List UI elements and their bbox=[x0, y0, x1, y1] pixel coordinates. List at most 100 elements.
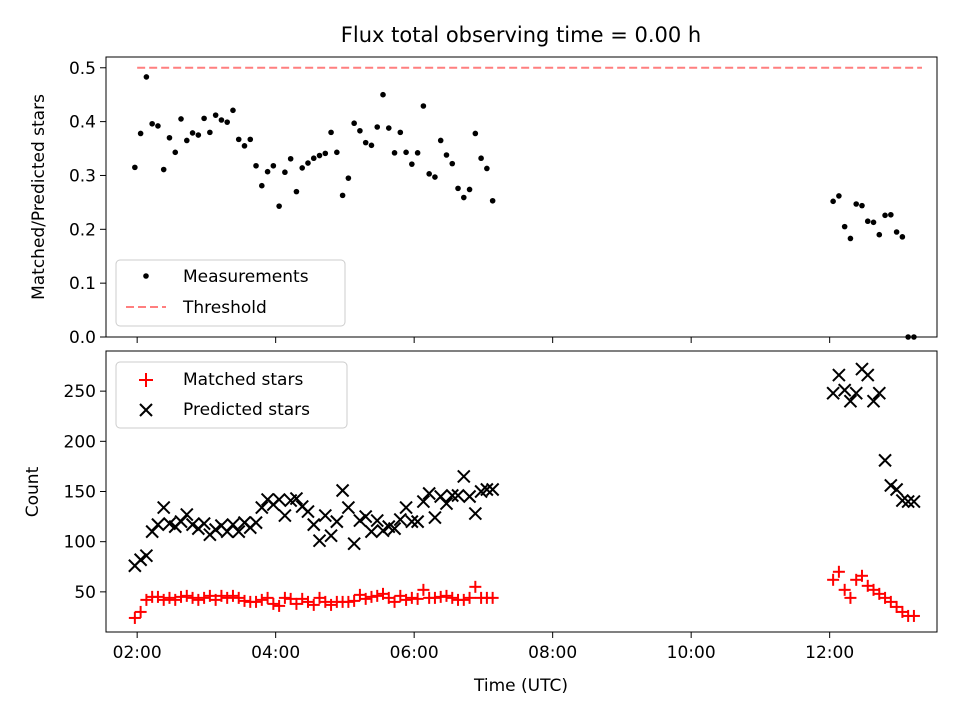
matched-stars-point bbox=[186, 591, 199, 604]
measurement-point bbox=[264, 168, 271, 175]
predicted-stars-point bbox=[861, 368, 875, 382]
predicted-stars-point bbox=[335, 483, 350, 498]
measurement-point bbox=[247, 136, 254, 143]
matched-stars-point bbox=[342, 595, 355, 608]
bottom-marks bbox=[128, 362, 921, 624]
predicted-stars-point bbox=[837, 383, 852, 397]
predicted-stars-point bbox=[843, 394, 858, 408]
measurement-point bbox=[841, 223, 848, 230]
measurement-point bbox=[235, 136, 242, 143]
measurement-point bbox=[391, 150, 398, 156]
predicted-stars-point bbox=[364, 524, 379, 539]
measurement-point bbox=[397, 129, 404, 136]
predicted-stars-point bbox=[347, 536, 361, 551]
measurement-point bbox=[137, 130, 144, 137]
legend-measurements-label: Measurements bbox=[183, 267, 309, 287]
matched-stars-point bbox=[128, 611, 141, 624]
top-legend: Measurements Threshold bbox=[115, 259, 346, 327]
measurement-point bbox=[178, 116, 184, 122]
predicted-stars-point bbox=[866, 394, 881, 408]
matched-stars-point bbox=[463, 591, 476, 604]
predicted-stars-point bbox=[405, 514, 419, 529]
matched-stars-point bbox=[827, 573, 840, 586]
measurement-point bbox=[437, 137, 444, 144]
matched-stars-point bbox=[255, 593, 268, 606]
predicted-stars-point bbox=[422, 486, 436, 501]
legend-matched-marker bbox=[139, 373, 153, 387]
measurement-point bbox=[299, 165, 306, 171]
measurement-point bbox=[870, 219, 877, 226]
bottom-xtick-label: 12:00 bbox=[805, 643, 854, 663]
legend-threshold-label: Threshold bbox=[182, 298, 267, 318]
bottom-yticks: 50 100 150 200 250 bbox=[64, 382, 106, 603]
predicted-stars-point bbox=[451, 488, 465, 503]
measurement-point bbox=[172, 149, 179, 156]
predicted-stars-point bbox=[353, 513, 367, 528]
matched-stars-point bbox=[198, 591, 211, 604]
predicted-stars-point bbox=[416, 494, 431, 509]
bottom-ytick-label: 50 bbox=[74, 583, 96, 603]
predicted-stars-point bbox=[387, 521, 402, 536]
top-legend-box bbox=[115, 259, 346, 327]
matched-stars-point bbox=[175, 590, 188, 603]
top-ytick-label: 0.5 bbox=[69, 59, 96, 79]
matched-stars-point bbox=[844, 591, 857, 604]
predicted-stars-point bbox=[462, 489, 477, 504]
bottom-xtick-label: 08:00 bbox=[528, 643, 577, 663]
measurement-point bbox=[241, 143, 248, 149]
legend-matched-label: Matched stars bbox=[183, 370, 303, 390]
predicted-stars-point bbox=[278, 508, 292, 523]
bottom-xticks: 02:00 04:00 06:00 08:00 10:00 12:00 bbox=[113, 632, 854, 663]
top-marks bbox=[132, 66, 922, 340]
measurement-point bbox=[853, 201, 860, 207]
predicted-stars-point bbox=[445, 488, 459, 503]
measurement-point bbox=[253, 162, 259, 169]
predicted-stars-point bbox=[849, 386, 863, 400]
measurement-point bbox=[882, 212, 888, 219]
bottom-xtick-label: 04:00 bbox=[251, 643, 300, 663]
measurement-point bbox=[351, 120, 357, 127]
top-panel: 0.0 0.1 0.2 0.3 0.4 0.5 Matched/Predicted sta… bbox=[29, 56, 938, 348]
predicted-stars-point bbox=[376, 523, 390, 538]
predicted-stars-point bbox=[312, 533, 327, 548]
measurement-point bbox=[166, 134, 173, 141]
predicted-stars-point bbox=[330, 514, 344, 529]
matched-stars-point bbox=[284, 592, 297, 605]
bottom-ylabel: Count bbox=[23, 466, 43, 517]
predicted-stars-point bbox=[157, 500, 171, 515]
matched-stars-point bbox=[307, 598, 320, 611]
predicted-stars-point bbox=[884, 478, 898, 493]
matched-stars-point bbox=[157, 593, 170, 606]
measurement-point bbox=[380, 91, 386, 98]
bottom-ytick-label: 150 bbox=[64, 483, 96, 503]
matched-stars-point bbox=[221, 591, 234, 604]
predicted-stars-point bbox=[485, 482, 500, 497]
predicted-stars-point bbox=[301, 504, 315, 519]
top-ytick-label: 0.0 bbox=[69, 328, 96, 348]
matched-stars-point bbox=[359, 592, 372, 605]
measurement-point bbox=[899, 234, 906, 240]
matched-stars-point bbox=[388, 595, 401, 608]
predicted-stars-point bbox=[249, 515, 263, 530]
predicted-stars-point bbox=[439, 496, 454, 511]
predicted-stars-point bbox=[307, 517, 321, 532]
matched-stars-point bbox=[226, 589, 239, 602]
bottom-xtick-label: 10:00 bbox=[667, 643, 716, 663]
measurement-point bbox=[143, 74, 150, 80]
matched-stars-point bbox=[907, 609, 920, 622]
matched-stars-point bbox=[215, 589, 228, 602]
matched-stars-point bbox=[457, 593, 470, 606]
predicted-stars-point bbox=[133, 553, 148, 567]
measurement-point bbox=[155, 123, 161, 129]
measurement-point bbox=[230, 107, 236, 114]
measurement-point bbox=[132, 164, 138, 171]
measurement-point bbox=[183, 137, 190, 144]
matched-stars-point bbox=[446, 591, 459, 604]
matched-stars-point bbox=[192, 593, 205, 606]
measurement-point bbox=[460, 194, 467, 201]
predicted-stars-point bbox=[318, 508, 332, 523]
matched-stars-point bbox=[278, 591, 291, 604]
top-ytick-label: 0.4 bbox=[69, 113, 96, 133]
matched-stars-point bbox=[832, 565, 845, 578]
predicted-stars-point bbox=[480, 482, 494, 497]
